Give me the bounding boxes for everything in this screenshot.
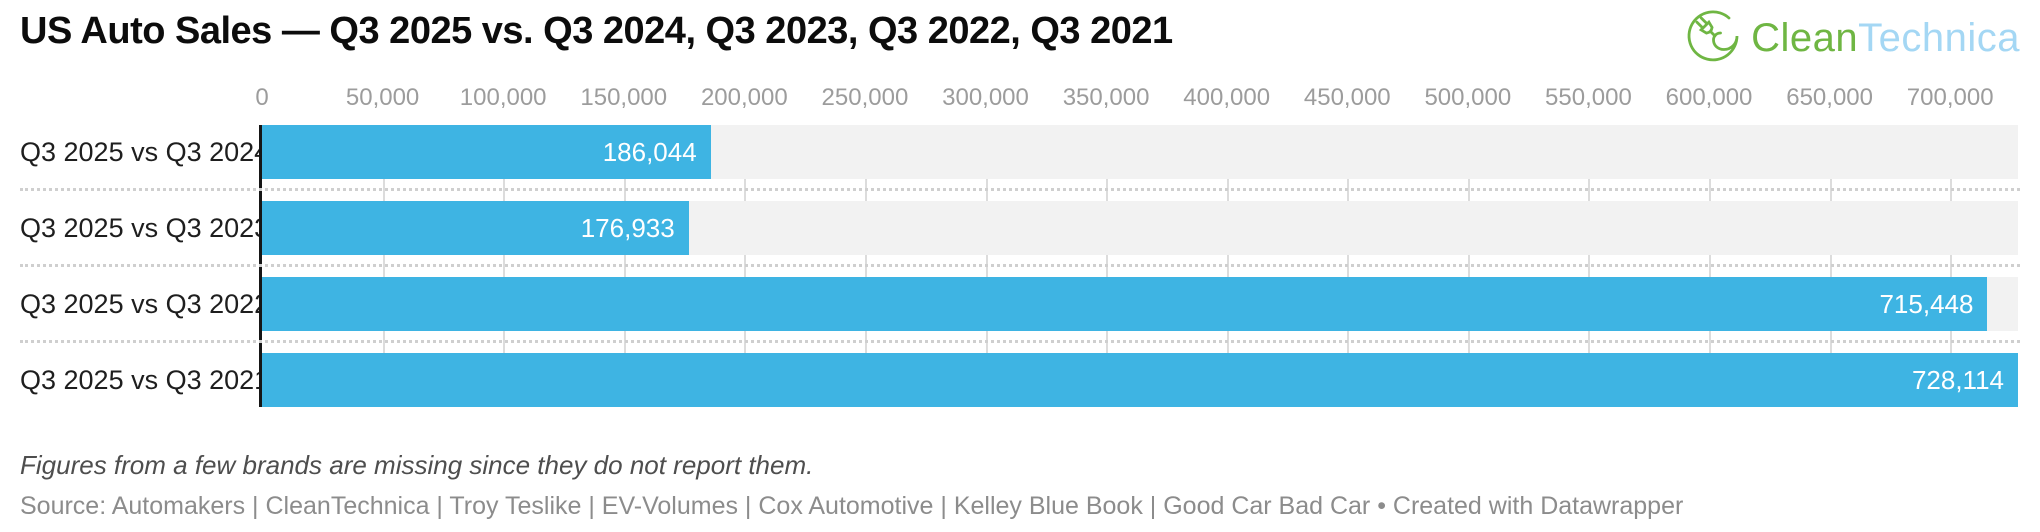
bar: 715,448 [262, 277, 1988, 331]
row-label: Q3 2025 vs Q3 2021 [20, 365, 270, 395]
x-axis-tick-label: 650,000 [1786, 84, 1873, 111]
bar-track: 715,448 [262, 277, 2018, 331]
x-axis-tick-label: 150,000 [580, 84, 668, 111]
plug-circle-icon [1685, 8, 1741, 69]
chart-title: US Auto Sales — Q3 2025 vs. Q3 2024, Q3 … [20, 10, 1173, 52]
bar-track: 186,044 [262, 125, 2018, 179]
bar: 728,114 [262, 353, 2018, 407]
plot-area: 186,044 176,933 715,448 728,114 [259, 125, 2018, 407]
row-label: Q3 2025 vs Q3 2022 [20, 289, 270, 319]
x-axis-tick-label: 500,000 [1424, 84, 1512, 111]
bar-value-label: 186,044 [602, 137, 697, 167]
row-label: Q3 2025 vs Q3 2023 [20, 213, 270, 243]
logo-text-technica: Technica [1858, 16, 2020, 60]
x-axis-tick-label: 200,000 [700, 84, 788, 111]
x-axis-tick-label: 350,000 [1062, 84, 1150, 111]
chart-footnote: Figures from a few brands are missing si… [20, 450, 814, 480]
x-axis-tick-label: 600,000 [1665, 84, 1753, 111]
row-label: Q3 2025 vs Q3 2024 [20, 137, 270, 167]
bar-track: 176,933 [262, 201, 2018, 255]
bar-value-label: 728,114 [1911, 365, 2004, 395]
cleantechnica-logo[interactable]: CleanTechnica [1685, 8, 2020, 69]
source-line: Source: Automakers | CleanTechnica | Tro… [20, 492, 1684, 520]
row-separator [20, 264, 2020, 267]
logo-wordmark: CleanTechnica [1751, 16, 2020, 61]
bar: 176,933 [262, 201, 689, 255]
bar: 186,044 [262, 125, 711, 179]
logo-text-clean: Clean [1751, 16, 1859, 60]
x-axis-tick-label: 550,000 [1545, 84, 1632, 111]
x-axis-tick-label: 700,000 [1906, 84, 1994, 111]
x-axis-tick-label: 400,000 [1183, 84, 1271, 111]
x-axis-tick-label: 100,000 [459, 84, 547, 111]
bar-value-label: 715,448 [1879, 289, 1974, 319]
x-axis-tick-label: 50,000 [345, 84, 420, 111]
x-axis-tick-label: 300,000 [942, 84, 1029, 111]
x-axis-tick-label: 0 [255, 84, 269, 111]
row-separator [20, 340, 2020, 343]
bar-value-label: 176,933 [580, 213, 675, 243]
x-axis: 0 50,000 100,000 150,000 200,000 250,000 300,0… [255, 84, 2018, 114]
x-axis-tick-label: 450,000 [1303, 84, 1391, 111]
x-axis-tick-label: 250,000 [821, 84, 909, 111]
row-separator [20, 188, 2020, 191]
bar-track: 728,114 [262, 353, 2018, 407]
